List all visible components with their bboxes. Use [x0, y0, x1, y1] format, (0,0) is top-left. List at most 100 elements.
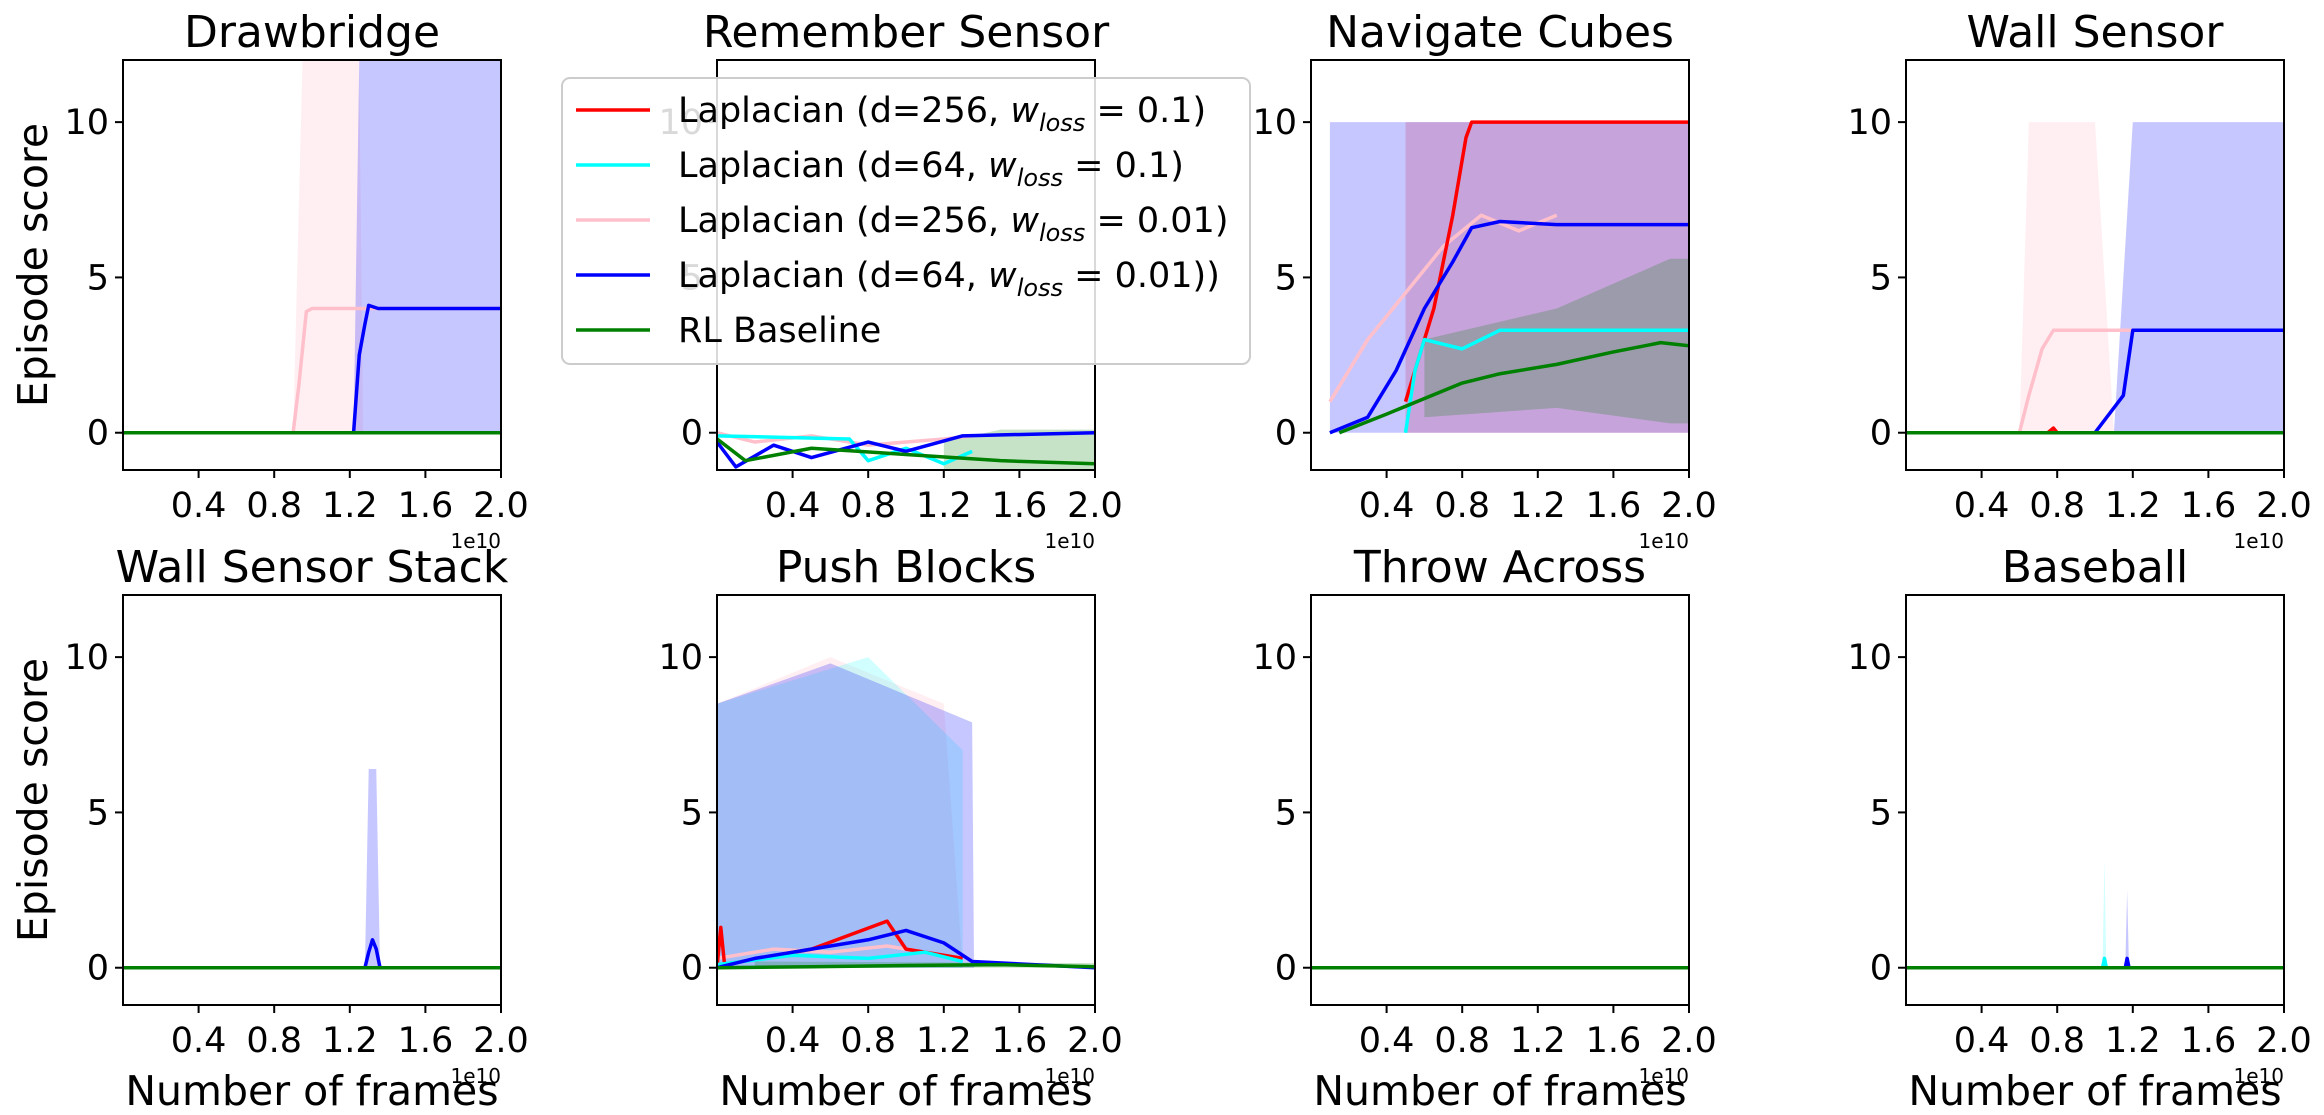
band-lap256_001 [2019, 122, 2114, 433]
plot-area [717, 429, 1095, 470]
x-tick-label: 2.0 [473, 1021, 529, 1061]
subplot-title: Throw Across [1353, 542, 1646, 593]
x-tick-label: 1.2 [322, 1021, 378, 1061]
band-lap64_001 [717, 663, 975, 968]
x-tick-label: 1.6 [1586, 1021, 1642, 1061]
series-line-rl [717, 962, 1095, 970]
band-lap64_01 [717, 657, 963, 968]
x-tick-label: 2.0 [1067, 486, 1123, 526]
plot-area [1328, 120, 1689, 435]
x-tick-label: 0.8 [2029, 1021, 2085, 1061]
series-line-rl [717, 437, 1095, 466]
x-tick-label: 1.2 [322, 486, 378, 526]
x-tick-label: 0.4 [1954, 486, 2010, 526]
y-tick-label: 10 [1847, 103, 1892, 143]
band-lap256_01 [1405, 122, 1689, 433]
subplot-wall-sensor: 0.4 0.8 1.2 1.6 2.0 0 5 10 1e10 Wall Sensor [1847, 7, 2311, 553]
x-tick-label: 1.2 [2105, 1021, 2161, 1061]
x-tick-label: 0.8 [1434, 1021, 1490, 1061]
x-tick-label: 1.2 [1510, 1021, 1566, 1061]
y-tick-label: 10 [1252, 103, 1297, 143]
y-tick-label: 0 [1275, 949, 1297, 989]
y-tick-label: 10 [1847, 638, 1892, 678]
subplot-wall-sensor-stack: 0.4 0.8 1.2 1.6 2.0 0 5 10 1e10 Wall Sensor Stack… [9, 542, 529, 1115]
x-offset-label: 1e10 [1639, 529, 1689, 553]
x-tick-label: 1.2 [1510, 486, 1566, 526]
y-tick-label: 0 [681, 414, 703, 454]
y-tick-label: 5 [1275, 793, 1297, 833]
legend-label-lap64_001: Laplacian (d=64, wloss = 0.01)) [678, 256, 1220, 302]
subplot-push-blocks: 0.4 0.8 1.2 1.6 2.0 0 5 10 1e10 Push Blocks Number… [658, 542, 1122, 1115]
x-offset-label: 1e10 [2234, 529, 2284, 553]
y-tick-label: 5 [87, 793, 109, 833]
x-axis-label: Number of frames [1313, 1067, 1686, 1115]
y-tick-label: 0 [1870, 949, 1892, 989]
series-line-rl [1338, 340, 1689, 435]
x-tick-label: 0.4 [171, 486, 227, 526]
x-tick-label: 0.4 [765, 486, 821, 526]
legend: Laplacian (d=256, wloss = 0.1) Laplacian … [561, 77, 1251, 365]
subplot-title: Wall Sensor [1967, 7, 2225, 58]
series-line-lap64_01 [717, 950, 964, 967]
x-tick-label: 1.6 [992, 486, 1048, 526]
band-lap256_001 [293, 60, 364, 433]
subplot-title: Push Blocks [776, 542, 1036, 593]
legend-box [561, 77, 1251, 365]
series-line-lap256_001 [1328, 213, 1558, 403]
x-tick-label: 0.8 [1434, 486, 1490, 526]
x-tick-label: 1.2 [916, 1021, 972, 1061]
x-tick-label: 0.8 [246, 1021, 302, 1061]
y-tick-label: 5 [681, 793, 703, 833]
x-tick-label: 1.2 [2105, 486, 2161, 526]
y-tick-label: 0 [681, 949, 703, 989]
axes-frame [122, 594, 502, 1006]
legend-label-lap256_01: Laplacian (d=256, wloss = 0.1) [678, 91, 1206, 137]
subplot-throw-across: 0.4 0.8 1.2 1.6 2.0 0 5 10 1e10 Throw Across Numbe… [1252, 542, 1716, 1115]
x-tick-label: 0.4 [1359, 486, 1415, 526]
axes-frame [1905, 59, 2285, 471]
y-axis-label: Episode score [9, 123, 57, 407]
plot-area [1906, 859, 2284, 970]
subplot-navigate-cubes: 0.4 0.8 1.2 1.6 2.0 0 5 10 1e10 Navigate Cubes [1252, 7, 1716, 553]
x-tick-label: 2.0 [1661, 486, 1717, 526]
x-axis-label: Number of frames [125, 1067, 498, 1115]
x-tick-label: 2.0 [1661, 1021, 1717, 1061]
x-tick-label: 0.8 [2029, 486, 2085, 526]
axes-frame [1905, 594, 2285, 1006]
band-rl [1424, 258, 1689, 424]
band-lap64_01 [2102, 859, 2107, 968]
x-tick-label: 1.6 [2181, 1021, 2237, 1061]
x-tick-label: 0.4 [1954, 1021, 2010, 1061]
y-tick-label: 10 [64, 103, 109, 143]
y-tick-label: 5 [87, 258, 109, 298]
x-axis-label: Number of frames [1908, 1067, 2281, 1115]
y-tick-label: 0 [87, 949, 109, 989]
x-tick-label: 0.4 [171, 1021, 227, 1061]
subplot-baseball: 0.4 0.8 1.2 1.6 2.0 0 5 10 1e10 Baseball Number of… [1847, 542, 2311, 1115]
x-axis-label: Number of frames [719, 1067, 1092, 1115]
x-tick-label: 2.0 [2256, 1021, 2312, 1061]
series-line-lap256_01 [1403, 120, 1689, 403]
legend-label-rl: RL Baseline [678, 311, 881, 351]
x-tick-label: 1.6 [992, 1021, 1048, 1061]
subplot-title: Remember Sensor [703, 7, 1110, 58]
axes-frame [1310, 59, 1690, 471]
band-lap64_001 [2125, 890, 2130, 968]
x-tick-label: 0.4 [765, 1021, 821, 1061]
band-lap256_001 [717, 657, 963, 968]
x-tick-label: 2.0 [2256, 486, 2312, 526]
x-tick-label: 0.8 [840, 1021, 896, 1061]
y-tick-label: 10 [1252, 638, 1297, 678]
y-tick-label: 5 [1870, 258, 1892, 298]
plot-area [1906, 122, 2284, 435]
y-axis-label: Episode score [9, 658, 57, 942]
legend-label-lap256_001: Laplacian (d=256, wloss = 0.01) [678, 201, 1228, 247]
x-offset-label: 1e10 [451, 1064, 501, 1088]
y-tick-label: 0 [1275, 414, 1297, 454]
plot-area [123, 768, 501, 970]
band-lap64_001 [2113, 122, 2284, 433]
x-tick-label: 1.6 [2181, 486, 2237, 526]
x-tick-label: 1.6 [1586, 486, 1642, 526]
axes-frame [122, 59, 502, 471]
